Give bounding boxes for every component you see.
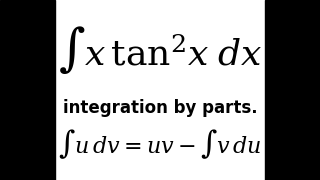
Text: $\int x\,\tan^2\!x\;dx$: $\int x\,\tan^2\!x\;dx$ [58,24,262,76]
Text: integration by parts.: integration by parts. [63,99,257,117]
Bar [265,0,320,180]
Bar [0,0,55,180]
Text: $\int u\,dv = uv - \int v\,du$: $\int u\,dv = uv - \int v\,du$ [58,127,262,161]
